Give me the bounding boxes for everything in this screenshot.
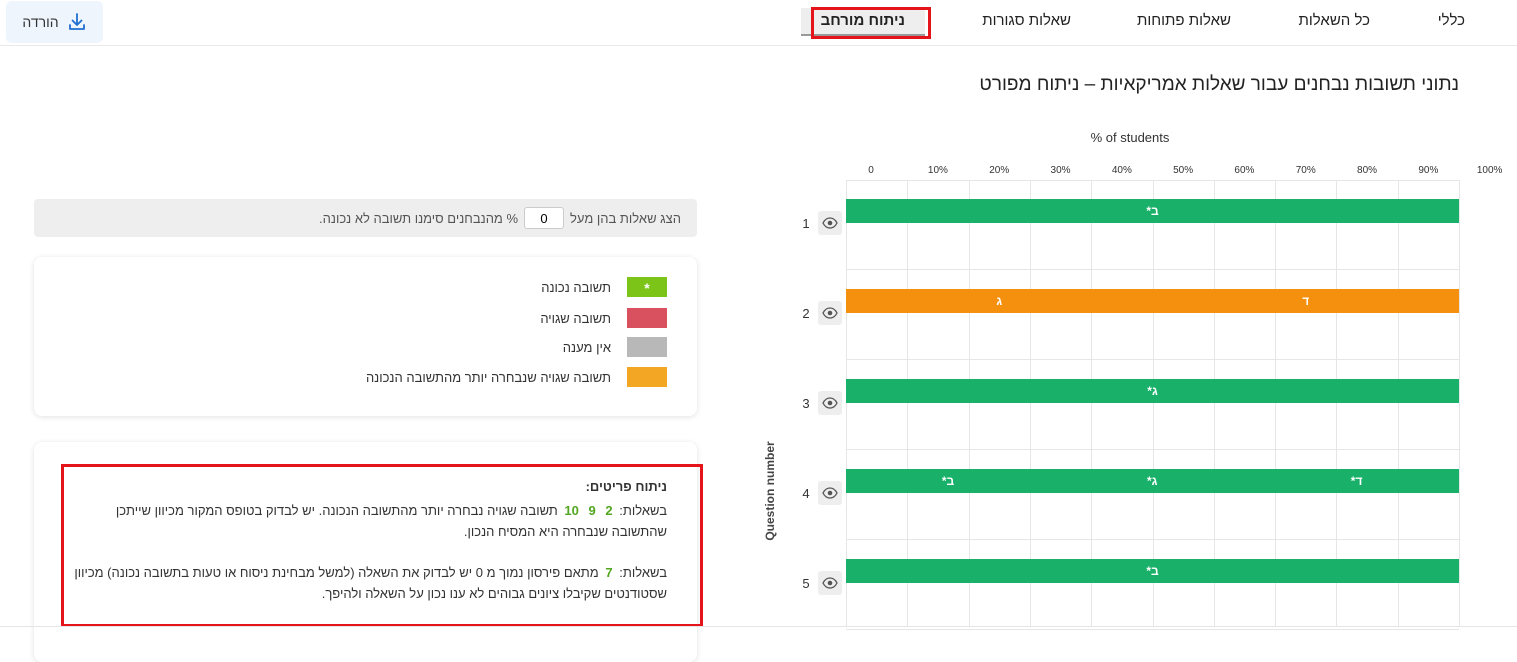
question-bar: *ב [846,199,1459,223]
tab-closed-questions[interactable]: שאלות סגורות [982,12,1071,29]
chart-y-axis-label: Question number [763,441,777,541]
legend-label: תשובה נכונה [541,279,611,295]
download-button[interactable]: הורדה [6,1,103,43]
top-bar: כללי כל השאלות שאלות פתוחות שאלות סגורות… [0,0,1517,46]
legend-item-no-answer: אין מענה [563,337,667,357]
x-tick-label: 10% [927,165,948,176]
paragraph-text: תשובה שגויה נבחרה יותר מהתשובה הנכונה. י… [115,503,667,539]
grid-line-vertical [1091,180,1093,626]
download-label: הורדה [22,14,59,30]
grid-line-horizontal [846,269,1459,270]
question-link[interactable]: 10 [564,503,579,518]
grid-line-horizontal [846,539,1459,540]
question-number-label: 4 [802,486,810,501]
legend-swatch-no-answer [627,337,667,357]
legend-item-wrong: תשובה שגויה [540,308,667,328]
legend-item-correct: * תשובה נכונה [541,277,667,297]
threshold-filter: הצג שאלות בהן מעל % מהנבחנים סימנו תשובה… [34,199,697,237]
grid-line-vertical [907,180,909,626]
tab-highlight-box [811,7,931,39]
legend-label: תשובה שגויה שנבחרה יותר מהתשובה הנכונה [365,369,611,385]
question-number-label: 2 [802,306,810,321]
bar-segment-label: ד [1302,294,1310,308]
bar-segment-label: *ד [1350,474,1363,488]
bar-segment-label: *ג [1147,384,1158,398]
bottom-divider [0,626,1517,627]
filter-suffix: % מהנבחנים סימנו תשובה לא נכונה. [319,210,519,226]
legend-label: תשובה שגויה [540,310,611,326]
question-number-label: 5 [802,576,810,591]
grid-line-horizontal [846,180,1459,181]
item-analysis-paragraph-2: בשאלות: 7 מתאם פירסון נמוך מ 0 יש לבדוק … [67,562,667,604]
item-analysis-paragraph-1: בשאלות: 2 9 10 תשובה שגויה נבחרה יותר מה… [67,500,667,542]
grid-line-vertical [1459,180,1460,626]
bar-segment-label: *ג [1146,474,1158,488]
x-tick-label: 100% [1476,165,1503,176]
paragraph-text: מתאם פירסון נמוך מ 0 יש לבדוק את השאלה (… [74,565,667,601]
threshold-input[interactable] [524,207,565,229]
grid-line-vertical [1029,180,1031,626]
tab-extended-analysis[interactable]: ניתוח מורחב [800,8,925,36]
tab-all-questions[interactable]: כל השאלות [1298,12,1370,29]
x-tick-label: 90% [1418,165,1439,176]
question-link[interactable]: 7 [605,565,613,580]
page-title: נתוני תשובות נבחנים עבור שאלות אמריקאיות… [979,74,1459,95]
bar-segment-label: ג [996,294,1003,308]
grid-line-horizontal [846,449,1459,450]
question-bar: *ב [846,559,1459,583]
analysis-highlight-box [61,464,703,627]
question-number-label: 1 [802,216,810,231]
tab-general[interactable]: כללי [1437,12,1465,29]
x-tick-label: 20% [989,165,1010,176]
grid-line-vertical [1397,180,1399,626]
legend-swatch-wrong-preferred [627,367,667,387]
download-icon [67,12,87,32]
question-link[interactable]: 9 [588,503,596,518]
question-link[interactable]: 2 [605,503,613,518]
grid-line-horizontal [846,359,1459,360]
eye-icon[interactable] [818,481,842,505]
legend-item-wrong-preferred: תשובה שגויה שנבחרה יותר מהתשובה הנכונה [366,367,667,387]
x-tick-label: 70% [1295,165,1316,176]
x-tick-label: 80% [1357,165,1378,176]
grid-line-vertical [1213,180,1215,626]
legend-label: אין מענה [562,339,611,355]
paragraph-prefix: בשאלות: [619,503,667,518]
filter-prefix: הצג שאלות בהן מעל [570,210,681,226]
x-tick-label: 60% [1234,165,1255,176]
item-analysis-text: ניתוח פריטים: בשאלות: 2 9 10 תשובה שגויה… [67,476,667,624]
legend-swatch-correct: * [627,277,667,297]
grid-line-vertical [968,180,970,626]
bar-segment-label: *ב [1146,564,1159,578]
question-bar: *ב *ג *ד [846,469,1459,493]
eye-icon[interactable] [818,391,842,415]
grid-line-vertical [846,180,847,626]
question-number-label: 3 [802,396,810,411]
x-tick-label: 40% [1111,165,1132,176]
paragraph-prefix: בשאלות: [619,565,667,580]
grid-line-vertical [1152,180,1154,626]
question-bar: *ג [846,379,1459,403]
tab-open-questions[interactable]: שאלות פתוחות [1137,12,1231,29]
x-tick-label: 30% [1050,165,1071,176]
x-tick-label: 0 [868,165,874,176]
chart-title: % of students [1090,130,1170,145]
grid-line-horizontal [846,629,1459,630]
legend-swatch-wrong [627,308,667,328]
bar-segment-label: *ב [941,474,955,488]
grid-line-vertical [1275,180,1277,626]
grid-line-vertical [1336,180,1338,626]
eye-icon[interactable] [818,211,842,235]
x-tick-label: 50% [1173,165,1194,176]
eye-icon[interactable] [818,301,842,325]
bar-segment-label: *ב [1146,204,1159,218]
item-analysis-title: ניתוח פריטים: [585,479,667,494]
legend-card: * תשובה נכונה תשובה שגויה אין מענה תשובה… [34,257,697,416]
eye-icon[interactable] [818,571,842,595]
